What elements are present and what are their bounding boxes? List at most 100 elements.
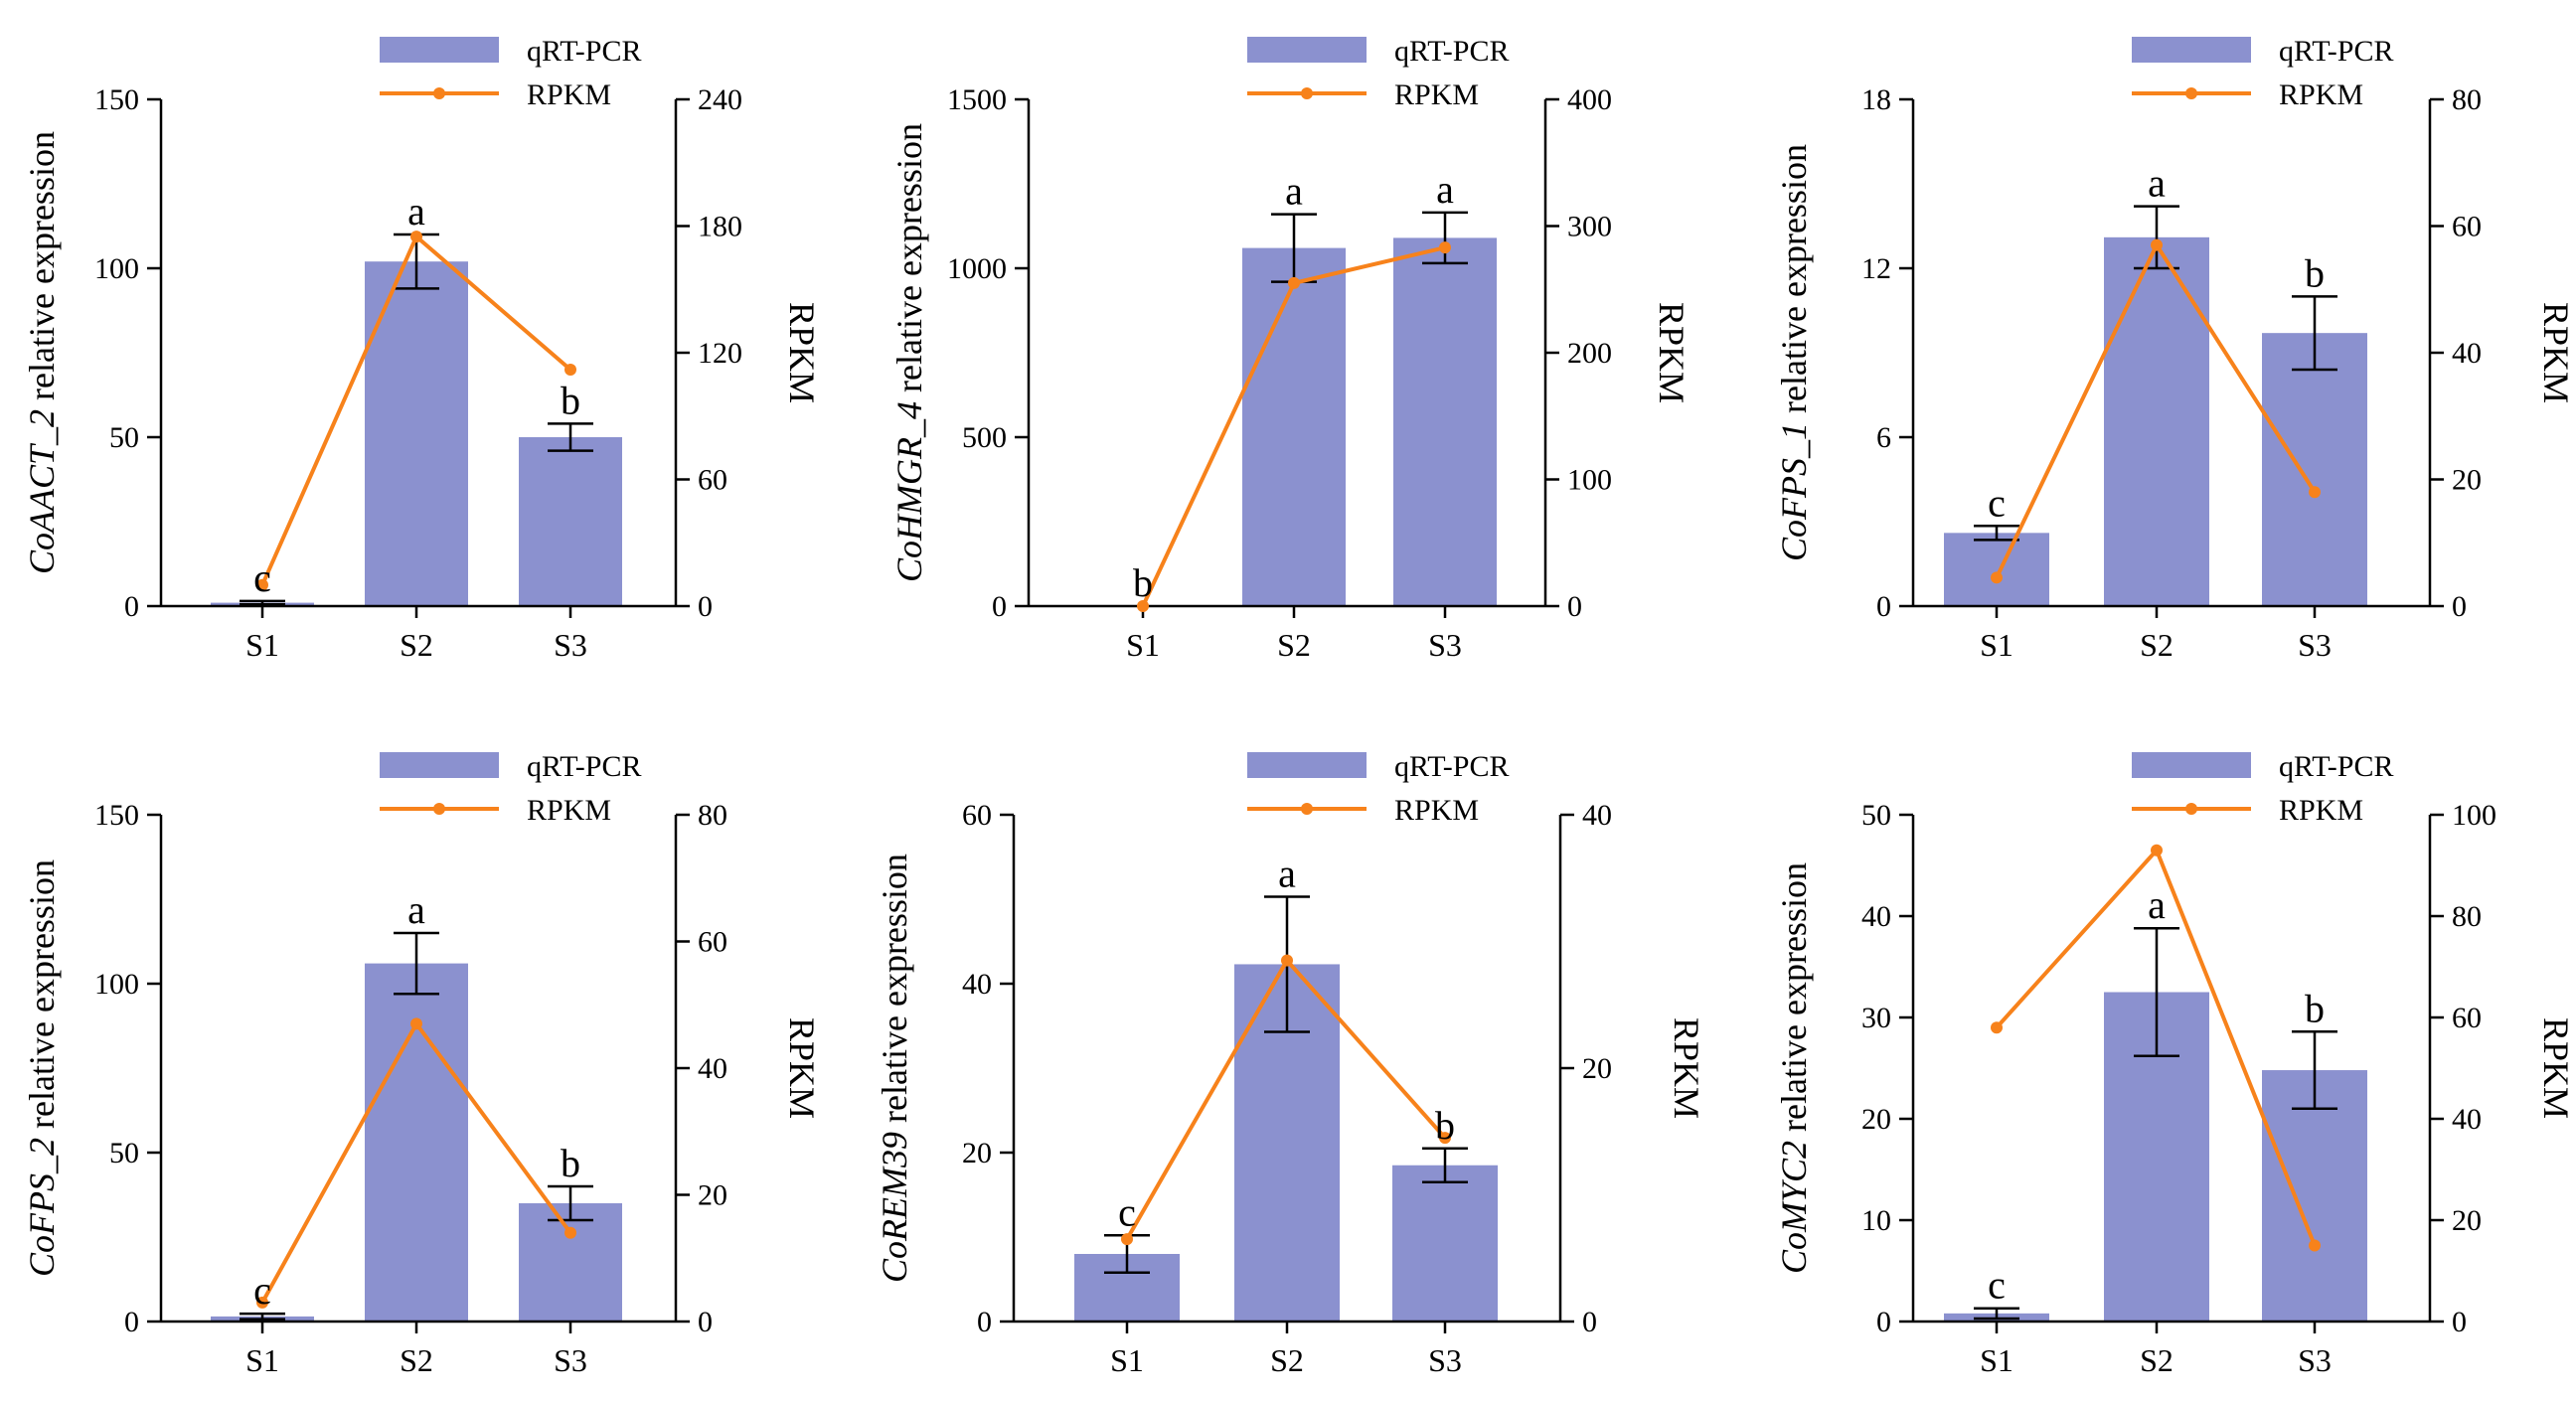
right-tick-label: 240 [698,83,742,116]
left-tick-label: 500 [962,421,1007,454]
left-tick-label: 30 [1861,1002,1891,1034]
legend-line-label: RPKM [2279,794,2363,827]
significance-letter-S1: b [1133,560,1153,605]
right-tick-label: 0 [698,590,713,623]
bar-S3 [1393,237,1497,606]
significance-letter-S2: a [407,887,425,932]
significance-letter-S2: a [1285,169,1303,214]
legend-bar-swatch [380,752,499,778]
legend-bar-label: qRT-PCR [527,750,641,783]
bar-S3 [2262,1070,2367,1322]
left-tick-label: 20 [1861,1103,1891,1136]
legend-bar-swatch [380,37,499,63]
left-tick-label: 0 [977,1306,992,1338]
right-tick-label: 100 [1567,464,1612,497]
bar-S1 [1944,533,2049,606]
right-axis-title: RPKM [2536,1017,2576,1119]
legend-bar-swatch [1247,752,1367,778]
significance-letter-S3: b [2305,250,2325,295]
gene-name: CoHMGR_4 [889,401,929,582]
right-tick-label: 0 [2452,590,2467,623]
axis-title-suffix: relative expression [889,123,929,401]
significance-letter-S3: b [1435,1103,1455,1148]
right-tick-label: 20 [698,1179,727,1212]
x-tick-label-S3: S3 [554,627,587,663]
axis-title-suffix: relative expression [22,131,62,409]
significance-letter-S1: c [1988,480,2006,525]
chart-panel-CoFPS_1: 0 6 12 18 0 20 40 60 80 S1 S2 S3 CoFPS_1 relative ex… [1774,35,2576,663]
x-tick-label-S2: S2 [1270,1342,1304,1378]
rpkm-point-S2 [410,1017,422,1030]
rpkm-point-S1 [256,1296,268,1309]
left-tick-label: 0 [992,590,1007,623]
rpkm-point-S3 [564,364,576,376]
error-bar-S1 [240,1312,285,1321]
right-axis-title: RPKM [2536,302,2576,403]
significance-letter-S1: c [253,555,271,600]
rpkm-point-S2 [410,231,422,243]
right-tick-label: 80 [698,799,727,832]
right-tick-label: 0 [1567,590,1582,623]
significance-letter-S1: c [1988,1263,2006,1308]
right-tick-label: 40 [1582,799,1612,832]
gene-name: CoFPS_1 [1774,422,1814,561]
right-tick-label: 20 [2452,464,2482,497]
rpkm-point-S1 [1991,1021,2003,1034]
significance-letter-S2: a [1278,851,1296,895]
left-tick-label: 100 [94,968,139,1001]
right-tick-label: 0 [1582,1306,1597,1338]
significance-letter-S3: b [561,1141,580,1185]
left-axis-title: CoFPS_2 relative expression [22,859,62,1277]
left-tick-label: 12 [1861,252,1891,285]
chart-panel-CoFPS_2: 0 50 100 150 0 20 40 60 80 S1 S2 S3 CoFPS_2 relative… [22,750,822,1378]
legend-bar-swatch [2132,752,2251,778]
right-tick-label: 60 [2452,211,2482,243]
legend-line-label: RPKM [527,794,611,827]
x-tick-label-S2: S2 [400,627,433,663]
legend-line-label: RPKM [1394,794,1479,827]
right-tick-label: 60 [698,926,727,959]
bar-S3 [519,1203,622,1322]
right-tick-label: 80 [2452,83,2482,116]
right-tick-label: 200 [1567,337,1612,370]
significance-letter-S3: b [2305,986,2325,1030]
right-tick-label: 100 [2452,799,2496,832]
legend-line-marker [433,803,445,815]
gene-name: CoAACT_2 [22,409,62,574]
left-tick-label: 0 [124,590,139,623]
gene-name: CoMYC2 [1774,1141,1814,1274]
right-tick-label: 40 [698,1052,727,1085]
left-tick-label: 50 [109,421,139,454]
axis-title-suffix: relative expression [1774,862,1814,1141]
left-tick-label: 10 [1861,1204,1891,1237]
right-tick-label: 300 [1567,211,1612,243]
left-tick-label: 0 [124,1306,139,1338]
left-tick-label: 20 [962,1137,992,1169]
left-tick-label: 60 [962,799,992,832]
x-tick-label-S1: S1 [1126,627,1160,663]
left-tick-label: 0 [1876,590,1891,623]
chart-panel-CoMYC2: 0 10 20 30 40 50 0 20 40 60 80 100 S1 S2 S3 CoMYC2 rela… [1774,750,2576,1378]
right-tick-label: 80 [2452,900,2482,933]
right-axis-title: RPKM [782,302,822,403]
error-bar-S3 [1422,211,1468,265]
rpkm-point-S3 [1439,1132,1451,1145]
chart-panel-CoAACT_2: 0 50 100 150 0 60 120 180 240 S1 S2 S3 CoAACT_2 rela… [22,35,822,663]
bar-S2 [365,261,468,606]
error-bar-S1 [1974,525,2019,542]
x-tick-label-S1: S1 [1110,1342,1144,1378]
x-tick-label-S2: S2 [1277,627,1311,663]
left-tick-label: 50 [109,1137,139,1169]
x-tick-label-S3: S3 [2298,1342,2332,1378]
bar-S3 [2262,333,2367,606]
error-bar-S1 [1974,1307,2019,1321]
left-tick-label: 40 [1861,900,1891,933]
bar-S2 [365,963,468,1322]
bar-S2 [1242,247,1346,606]
rpkm-point-S3 [1439,241,1451,254]
rpkm-point-S1 [1991,571,2003,584]
gene-name: CoFPS_2 [22,1138,62,1277]
left-tick-label: 40 [962,968,992,1001]
left-axis-title: CoHMGR_4 relative expression [889,123,929,582]
